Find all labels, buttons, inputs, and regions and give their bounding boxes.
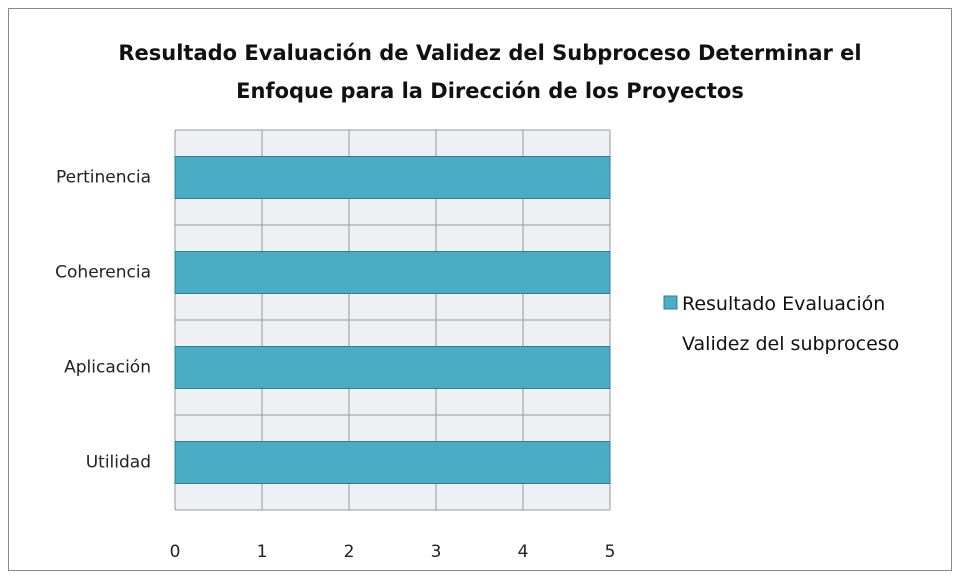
x-tick-label: 1 [257, 542, 268, 562]
bar [174, 441, 611, 484]
x-tick-label: 5 [605, 542, 616, 562]
legend-label: Resultado Evaluación Validez del subproc… [682, 293, 900, 355]
y-tick-label: Aplicación [64, 358, 151, 378]
legend-swatch [663, 295, 678, 310]
y-tick-label: Coherencia [55, 263, 151, 283]
bar [174, 346, 611, 389]
chart-title: Resultado Evaluación de Validez del Subp… [118, 41, 862, 103]
y-tick-label: Utilidad [86, 453, 151, 473]
x-tick-label: 4 [518, 542, 529, 562]
y-tick-label: Pertinencia [56, 168, 151, 188]
x-tick-label: 2 [344, 542, 355, 562]
x-tick-label: 0 [170, 542, 181, 562]
bar [174, 156, 611, 199]
bar [174, 251, 611, 294]
x-tick-label: 3 [431, 542, 442, 562]
